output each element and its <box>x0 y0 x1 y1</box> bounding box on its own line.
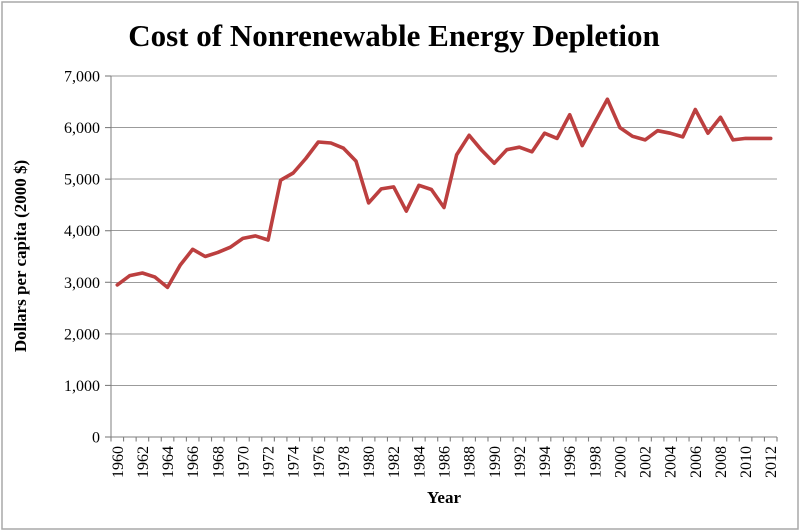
axis-lines <box>110 76 777 438</box>
series-group <box>115 97 773 290</box>
chart-title: Cost of Nonrenewable Energy Depletion <box>128 18 660 53</box>
x-tick-label: 1996 <box>562 446 579 478</box>
x-tick-label: 1970 <box>235 446 252 478</box>
x-tick-label: 2010 <box>738 446 755 478</box>
y-tick-label: 3,000 <box>64 275 100 292</box>
x-tick-label: 2008 <box>713 446 730 478</box>
y-tick-label: 7,000 <box>64 69 100 86</box>
x-tick-label: 2002 <box>638 446 655 478</box>
x-tick-label: 1976 <box>311 446 328 478</box>
y-tick-label: 5,000 <box>64 172 100 189</box>
x-tick-label: 1988 <box>462 446 479 478</box>
x-tick-label: 1990 <box>487 446 504 478</box>
y-tick-label: 0 <box>92 430 100 447</box>
y-tick-label: 6,000 <box>64 120 100 137</box>
x-tick-label: 2006 <box>688 446 705 478</box>
x-tick-label: 1986 <box>437 446 454 478</box>
x-tick-label: 1964 <box>160 446 177 478</box>
x-tick-label: 1974 <box>286 446 303 478</box>
y-tick-label: 1,000 <box>64 378 100 395</box>
x-axis-title: Year <box>427 488 461 507</box>
x-tick-label: 1960 <box>110 446 127 478</box>
x-tick-label: 1984 <box>411 446 428 478</box>
x-tick-label: 1992 <box>512 446 529 478</box>
x-tick-label: 2012 <box>763 446 780 478</box>
y-axis-title: Dollars per capita (2000 $) <box>11 160 30 352</box>
x-tick-label: 2004 <box>663 446 680 478</box>
x-tick-label: 1998 <box>587 446 604 478</box>
x-tick-label: 1982 <box>386 446 403 478</box>
x-tick-label: 1980 <box>361 446 378 478</box>
x-tick-label: 1968 <box>210 446 227 478</box>
x-tick-label: 1978 <box>336 446 353 478</box>
y-tick-label: 2,000 <box>64 326 100 343</box>
x-tick-label: 1994 <box>537 446 554 478</box>
gridlines <box>111 75 777 386</box>
x-tick-label: 2000 <box>612 446 629 478</box>
y-tick-label: 4,000 <box>64 223 100 240</box>
x-tick-label: 1962 <box>135 446 152 478</box>
x-axis-ticks: 1960 1962 1964 1966 1968 1970 1972 1974 1976 1978… <box>110 437 780 478</box>
x-tick-label: 1966 <box>185 446 202 478</box>
data-series-line <box>115 97 773 290</box>
x-tick-label: 1972 <box>261 446 278 478</box>
y-axis-ticks: 0 1,000 2,000 3,000 4,000 5,000 6,000 7,000 <box>64 69 111 447</box>
